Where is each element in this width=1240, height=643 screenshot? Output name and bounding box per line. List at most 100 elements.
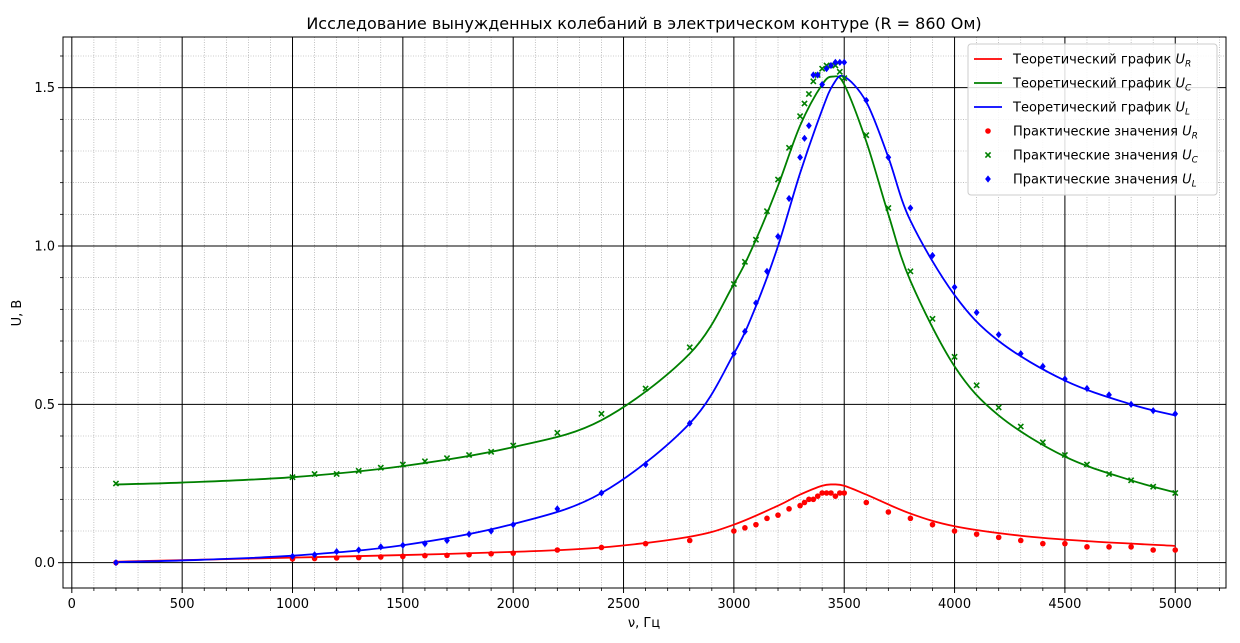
data-point-r (1040, 540, 1046, 547)
data-point-c (443, 455, 451, 462)
data-point-l (810, 71, 817, 79)
data-point-r (355, 554, 362, 561)
data-point-r (753, 521, 759, 528)
data-point-l (488, 527, 495, 535)
data-point-l (753, 299, 759, 307)
data-point-l (113, 559, 119, 567)
data-point-c (510, 442, 517, 449)
data-point-l (764, 267, 770, 275)
data-point-c (863, 132, 870, 139)
y-axis-label: U, В (10, 300, 25, 327)
data-point-r (510, 550, 516, 556)
data-point-l (806, 122, 812, 130)
y-tick-label: 0.5 (34, 398, 55, 413)
data-point-r (1062, 540, 1068, 547)
x-axis-ticks: 0 500 1000 1500 2000 2500 3000 3500 4000 4500 5000 (68, 588, 1220, 612)
data-point-l (814, 71, 821, 79)
data-point-r (1128, 544, 1134, 550)
x-tick-label: 3500 (828, 597, 861, 612)
data-point-r (801, 499, 808, 506)
data-point-c (1017, 423, 1024, 430)
data-point-r (742, 525, 748, 531)
data-point-l (1106, 391, 1112, 399)
data-point-c (311, 470, 318, 478)
data-point-l (797, 153, 803, 161)
data-point-c (1083, 461, 1091, 468)
data-point-l (377, 543, 384, 551)
data-point-l (819, 80, 826, 89)
theory-line-c (115, 75, 1176, 494)
data-point-c (805, 90, 813, 98)
data-point-l (1039, 362, 1046, 370)
data-point-l (399, 541, 406, 549)
x-tick-label: 1500 (386, 597, 419, 612)
data-point-c (973, 382, 980, 389)
data-point-c (841, 75, 848, 82)
data-point-r (814, 493, 821, 499)
plot-frame (62, 36, 1227, 589)
x-tick-label: 500 (170, 597, 195, 612)
theory-line-r (115, 483, 1176, 563)
data-point-r (1017, 537, 1024, 544)
data-point-r (995, 534, 1002, 541)
data-point-l (832, 58, 839, 66)
data-point-r (731, 528, 737, 534)
data-point-c (1039, 439, 1046, 446)
data-point-c (399, 461, 407, 468)
data-point-r (810, 496, 817, 503)
data-point-l (786, 194, 792, 203)
data-point-l (598, 489, 605, 497)
data-point-l (907, 204, 914, 212)
data-point-c (377, 464, 384, 471)
data-point-r (764, 515, 770, 522)
x-tick-label: 0 (68, 597, 76, 612)
legend-label: Практические значения UL (1013, 173, 1197, 190)
legend-box (967, 43, 1218, 196)
legend: Теоретический график UR Теоретический гра… (967, 43, 1218, 196)
data-point-r (951, 528, 958, 534)
data-point-c (885, 204, 892, 212)
data-point-r (488, 551, 494, 557)
data-point-c (686, 344, 693, 351)
data-point-l (951, 283, 958, 291)
data-point-r (837, 490, 843, 496)
data-point-c (1105, 470, 1113, 478)
x-tick-label: 5000 (1159, 597, 1192, 612)
y-tick-label: 0.0 (34, 556, 55, 571)
data-point-r (775, 512, 781, 518)
y-tick-label: 1.0 (34, 240, 55, 255)
data-point-l (929, 251, 936, 260)
x-tick-label: 4000 (938, 597, 971, 612)
data-point-l (836, 58, 843, 66)
y-tick-label: 1.5 (34, 81, 55, 96)
data-point-l (885, 153, 892, 161)
x-tick-label: 1000 (276, 597, 309, 612)
data-point-l (422, 540, 428, 548)
minor-grid (63, 37, 1226, 588)
data-point-c (289, 474, 296, 481)
data-point-r (841, 490, 848, 496)
data-point-l (1172, 410, 1179, 418)
data-point-r (598, 544, 605, 551)
data-point-l (801, 134, 808, 142)
data-point-l (1084, 384, 1090, 393)
data-point-r (797, 502, 803, 509)
data-point-c (818, 65, 826, 72)
data-point-r (377, 554, 384, 560)
data-point-c (465, 451, 473, 459)
legend-label: Теоретический график UC (1012, 77, 1192, 94)
data-point-l (333, 547, 340, 556)
data-point-l (973, 308, 980, 317)
data-point-l (775, 232, 781, 241)
data-point-l (311, 551, 318, 559)
data-point-r (1106, 544, 1112, 550)
data-point-c (1172, 489, 1179, 497)
data-point-c (598, 410, 605, 417)
data-point-l (686, 419, 693, 427)
data-point-c (836, 68, 843, 75)
data-point-c (333, 470, 340, 478)
data-point-r (333, 555, 340, 561)
data-point-r (806, 496, 812, 503)
data-point-l (1017, 350, 1024, 358)
